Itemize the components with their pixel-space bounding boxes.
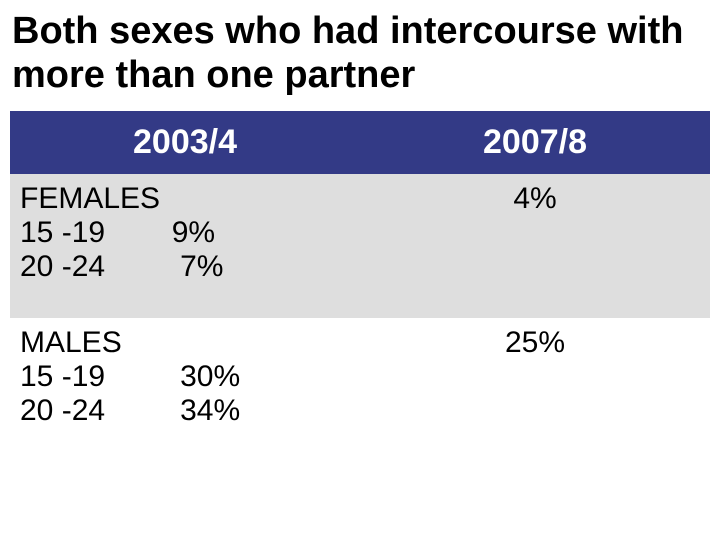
females-2007-8-cell: 4% bbox=[360, 174, 710, 318]
females-group-label: FEMALES bbox=[20, 182, 350, 216]
data-table: 2003/4 2007/8 FEMALES 15 -19 9% 20 -24 7… bbox=[10, 111, 710, 436]
males-2007-8-cell: 25% bbox=[360, 318, 710, 436]
males-group-label: MALES bbox=[20, 326, 350, 360]
slide-title: Both sexes who had intercourse with more… bbox=[0, 10, 720, 111]
females-line-15-19: 15 -19 9% bbox=[20, 216, 350, 250]
females-2003-4-cell: FEMALES 15 -19 9% 20 -24 7% bbox=[10, 174, 360, 318]
table-row-females: FEMALES 15 -19 9% 20 -24 7% 4% bbox=[10, 174, 710, 318]
males-line-20-24: 20 -24 34% bbox=[20, 394, 350, 428]
table-row-males: MALES 15 -19 30% 20 -24 34% 25% bbox=[10, 318, 710, 436]
table-header-row: 2003/4 2007/8 bbox=[10, 111, 710, 174]
males-line-15-19: 15 -19 30% bbox=[20, 360, 350, 394]
slide: Both sexes who had intercourse with more… bbox=[0, 0, 720, 540]
males-2003-4-cell: MALES 15 -19 30% 20 -24 34% bbox=[10, 318, 360, 436]
column-header-2007-8: 2007/8 bbox=[360, 111, 710, 174]
column-header-2003-4: 2003/4 bbox=[10, 111, 360, 174]
females-line-20-24: 20 -24 7% bbox=[20, 250, 350, 284]
